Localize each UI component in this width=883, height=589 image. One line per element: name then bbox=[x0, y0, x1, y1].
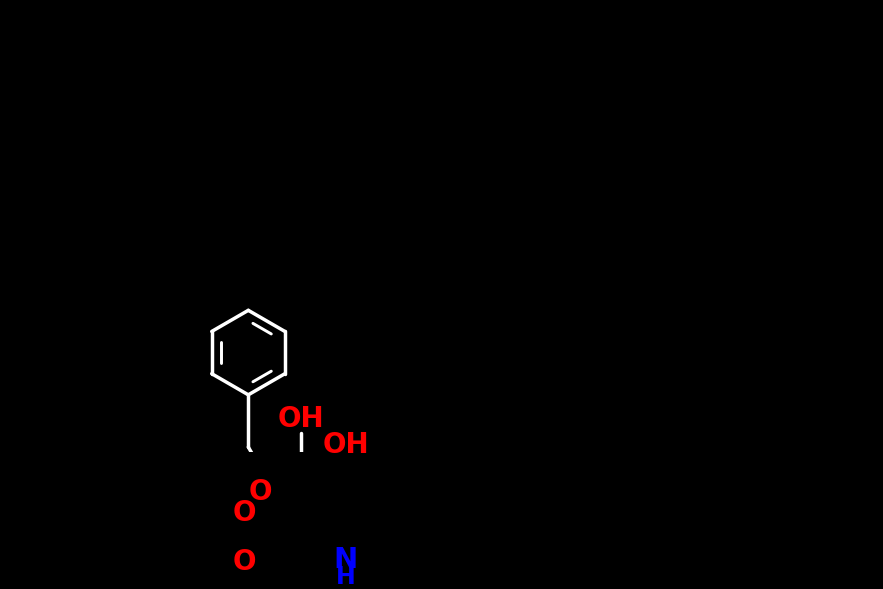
Text: O: O bbox=[233, 499, 256, 527]
Text: OH: OH bbox=[322, 431, 369, 459]
Text: N: N bbox=[334, 546, 358, 574]
Text: O: O bbox=[233, 548, 256, 576]
Text: OH: OH bbox=[277, 405, 324, 434]
Text: H: H bbox=[336, 565, 356, 588]
Text: O: O bbox=[249, 478, 272, 507]
